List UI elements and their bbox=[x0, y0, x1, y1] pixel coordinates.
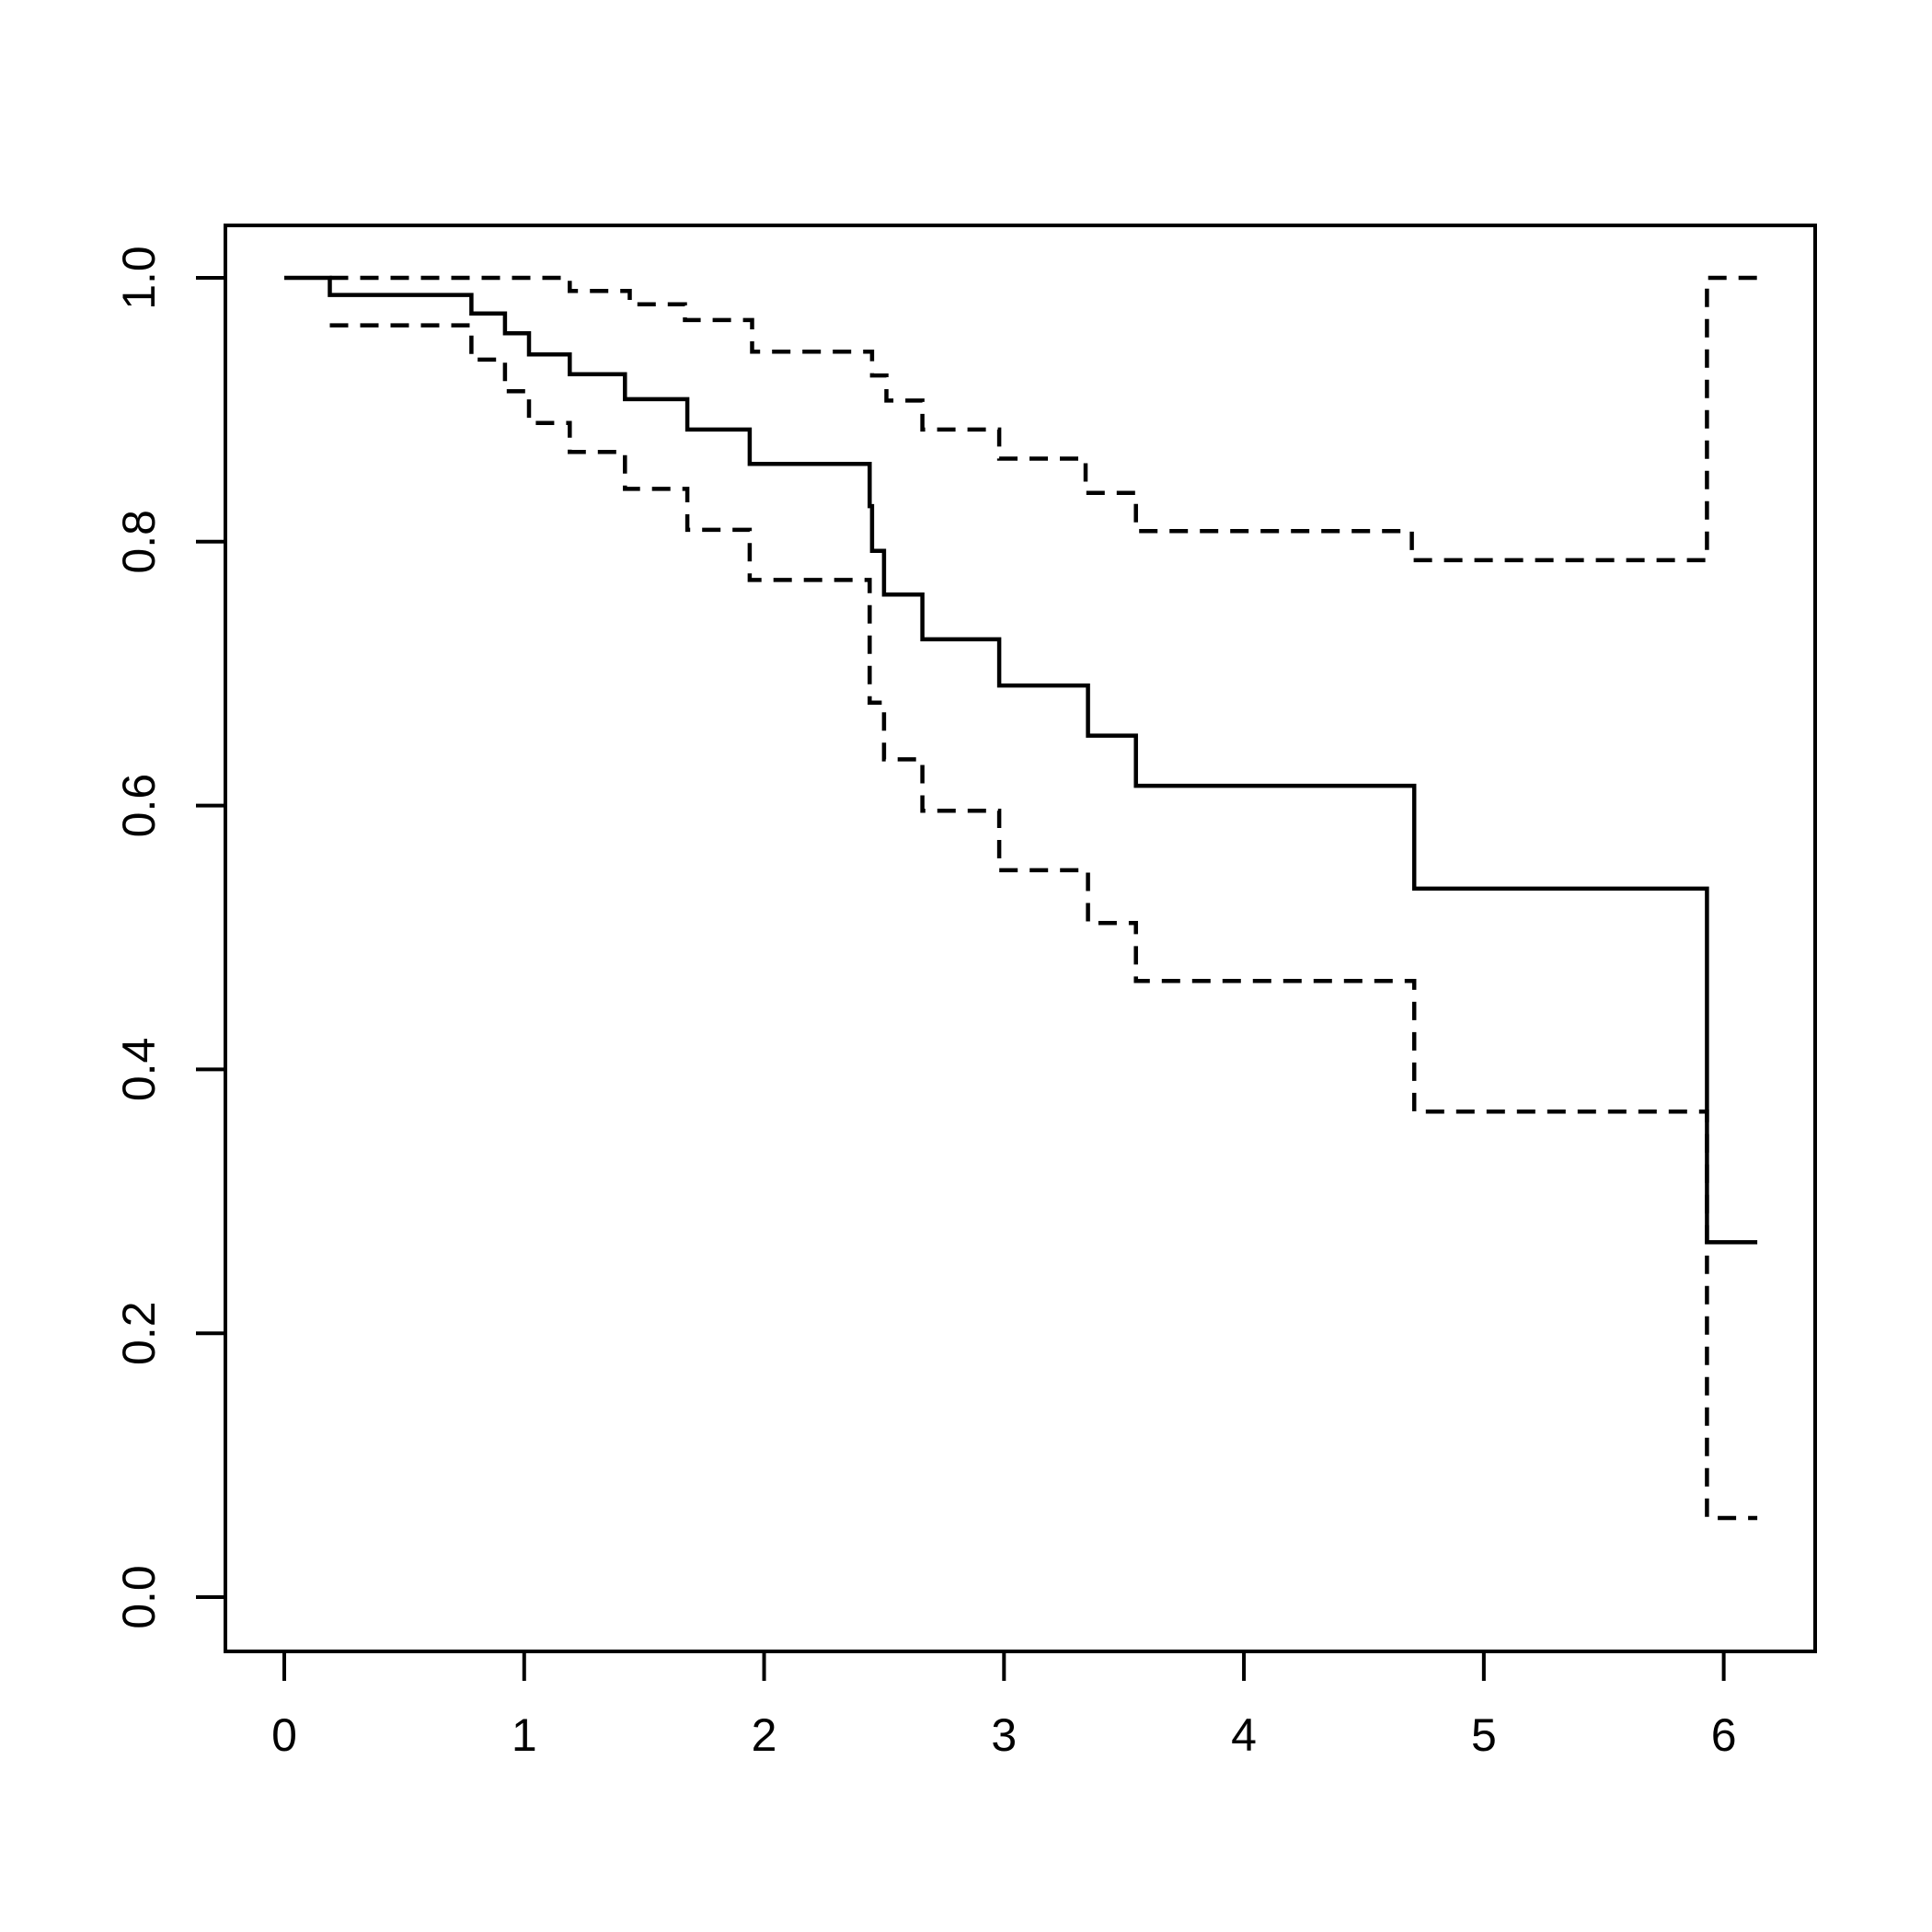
x-axis: 0 1 2 3 4 5 6 bbox=[271, 1651, 1737, 1761]
survival-estimate-curve bbox=[284, 275, 1758, 1245]
x-tick-label: 4 bbox=[1231, 1709, 1257, 1761]
curves bbox=[284, 275, 1758, 1521]
y-tick-label: 0.2 bbox=[113, 1301, 165, 1365]
lower-confidence-band-curve bbox=[329, 323, 1758, 1521]
y-tick-label: 0.4 bbox=[113, 1038, 165, 1102]
y-tick-label: 0.8 bbox=[113, 510, 165, 574]
y-axis: 0.0 0.2 0.4 0.6 0.8 1.0 bbox=[113, 246, 225, 1629]
plot-box bbox=[224, 224, 1817, 1653]
x-tick-label: 2 bbox=[752, 1709, 777, 1761]
x-tick-label: 3 bbox=[991, 1709, 1017, 1761]
upper-confidence-band-curve bbox=[329, 275, 1758, 563]
y-tick-label: 0.6 bbox=[113, 774, 165, 838]
plot-border bbox=[224, 224, 1817, 1653]
x-tick-label: 6 bbox=[1711, 1709, 1737, 1761]
x-tick-label: 0 bbox=[271, 1709, 297, 1761]
x-tick-label: 5 bbox=[1471, 1709, 1497, 1761]
y-tick-label: 1.0 bbox=[113, 246, 165, 310]
y-tick-label: 0.0 bbox=[113, 1565, 165, 1629]
x-tick-label: 1 bbox=[512, 1709, 537, 1761]
